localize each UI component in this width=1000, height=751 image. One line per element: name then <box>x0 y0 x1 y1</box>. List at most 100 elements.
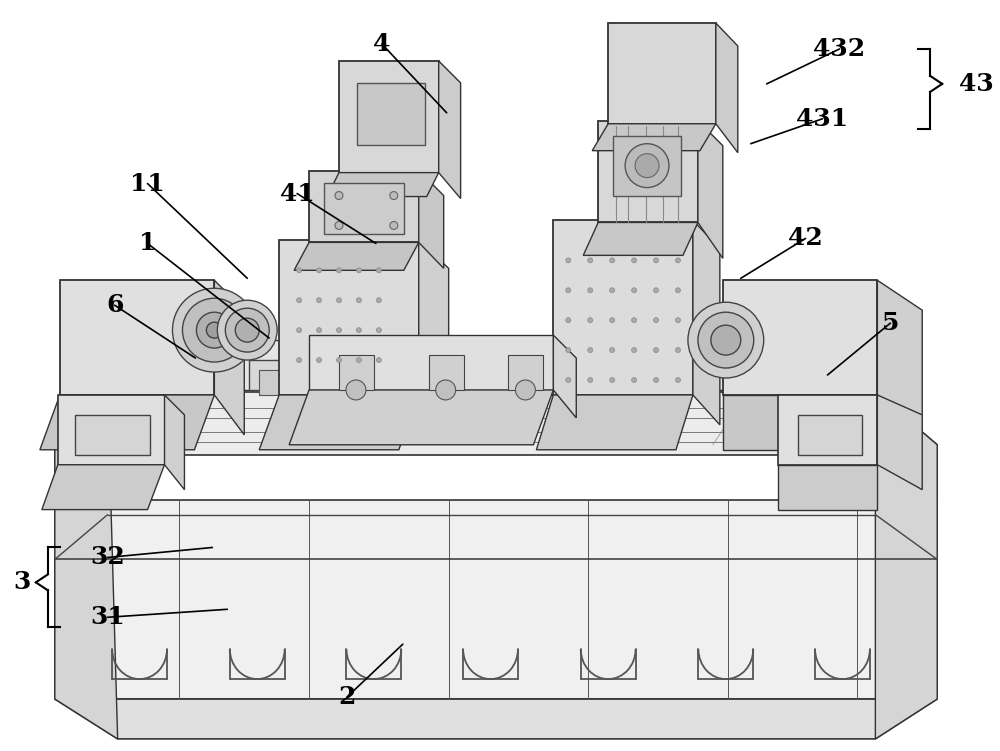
Polygon shape <box>42 465 165 510</box>
Text: 42: 42 <box>788 226 823 250</box>
Circle shape <box>610 258 615 263</box>
Circle shape <box>698 312 754 368</box>
Polygon shape <box>55 699 937 739</box>
Circle shape <box>566 348 571 352</box>
Polygon shape <box>327 173 439 197</box>
Circle shape <box>654 258 659 263</box>
Circle shape <box>588 288 593 293</box>
Polygon shape <box>538 370 578 395</box>
Circle shape <box>196 312 232 348</box>
Circle shape <box>625 143 669 188</box>
Circle shape <box>588 348 593 352</box>
Polygon shape <box>798 415 862 455</box>
Circle shape <box>390 222 398 230</box>
Polygon shape <box>419 240 449 425</box>
Circle shape <box>356 268 361 273</box>
Circle shape <box>566 318 571 323</box>
Circle shape <box>610 318 615 323</box>
Circle shape <box>635 154 659 177</box>
Circle shape <box>335 192 343 200</box>
Text: 2: 2 <box>338 685 356 709</box>
Text: 31: 31 <box>90 605 125 629</box>
Circle shape <box>297 327 302 333</box>
Circle shape <box>688 302 764 378</box>
Circle shape <box>566 378 571 382</box>
Polygon shape <box>249 360 309 390</box>
Polygon shape <box>583 222 698 255</box>
Polygon shape <box>613 136 681 195</box>
Polygon shape <box>309 335 553 390</box>
Circle shape <box>317 357 322 363</box>
Circle shape <box>217 300 277 360</box>
Polygon shape <box>508 355 543 390</box>
Polygon shape <box>55 392 108 499</box>
Circle shape <box>566 258 571 263</box>
Polygon shape <box>389 360 449 390</box>
Circle shape <box>356 327 361 333</box>
Polygon shape <box>160 340 818 390</box>
Circle shape <box>376 327 381 333</box>
Circle shape <box>297 357 302 363</box>
Circle shape <box>711 325 741 355</box>
Polygon shape <box>716 23 738 152</box>
Circle shape <box>515 380 535 400</box>
Polygon shape <box>723 280 877 395</box>
Polygon shape <box>259 395 419 450</box>
Circle shape <box>675 288 680 293</box>
Circle shape <box>610 378 615 382</box>
Circle shape <box>654 378 659 382</box>
Circle shape <box>654 288 659 293</box>
Circle shape <box>632 378 637 382</box>
Circle shape <box>675 378 680 382</box>
Circle shape <box>317 297 322 303</box>
Polygon shape <box>778 395 877 465</box>
Polygon shape <box>324 182 404 234</box>
Polygon shape <box>55 499 937 699</box>
Polygon shape <box>357 83 425 145</box>
Polygon shape <box>55 392 118 739</box>
Text: 432: 432 <box>813 37 866 61</box>
Circle shape <box>317 327 322 333</box>
Text: 5: 5 <box>882 311 899 335</box>
Polygon shape <box>698 121 723 258</box>
Circle shape <box>182 298 246 362</box>
Circle shape <box>346 380 366 400</box>
Polygon shape <box>259 370 299 395</box>
Circle shape <box>336 327 341 333</box>
Circle shape <box>632 288 637 293</box>
Circle shape <box>206 322 222 338</box>
Circle shape <box>336 357 341 363</box>
Circle shape <box>654 348 659 352</box>
Circle shape <box>610 348 615 352</box>
Circle shape <box>632 318 637 323</box>
Circle shape <box>376 268 381 273</box>
Polygon shape <box>598 121 698 222</box>
Circle shape <box>376 357 381 363</box>
Polygon shape <box>75 415 150 455</box>
Text: 41: 41 <box>280 182 314 206</box>
Circle shape <box>588 318 593 323</box>
Polygon shape <box>528 360 588 390</box>
Polygon shape <box>877 280 922 435</box>
Polygon shape <box>875 392 937 739</box>
Circle shape <box>588 378 593 382</box>
Circle shape <box>632 348 637 352</box>
Polygon shape <box>115 340 160 392</box>
Circle shape <box>297 268 302 273</box>
Circle shape <box>566 288 571 293</box>
Polygon shape <box>165 395 184 490</box>
Polygon shape <box>439 61 461 198</box>
Polygon shape <box>279 240 419 395</box>
Circle shape <box>356 357 361 363</box>
Text: 43: 43 <box>959 72 994 96</box>
Circle shape <box>632 258 637 263</box>
Polygon shape <box>60 280 214 395</box>
Circle shape <box>336 297 341 303</box>
Polygon shape <box>723 395 877 450</box>
Circle shape <box>654 318 659 323</box>
Circle shape <box>297 297 302 303</box>
Polygon shape <box>309 170 419 243</box>
Polygon shape <box>58 395 165 465</box>
Circle shape <box>675 348 680 352</box>
Polygon shape <box>608 23 716 124</box>
